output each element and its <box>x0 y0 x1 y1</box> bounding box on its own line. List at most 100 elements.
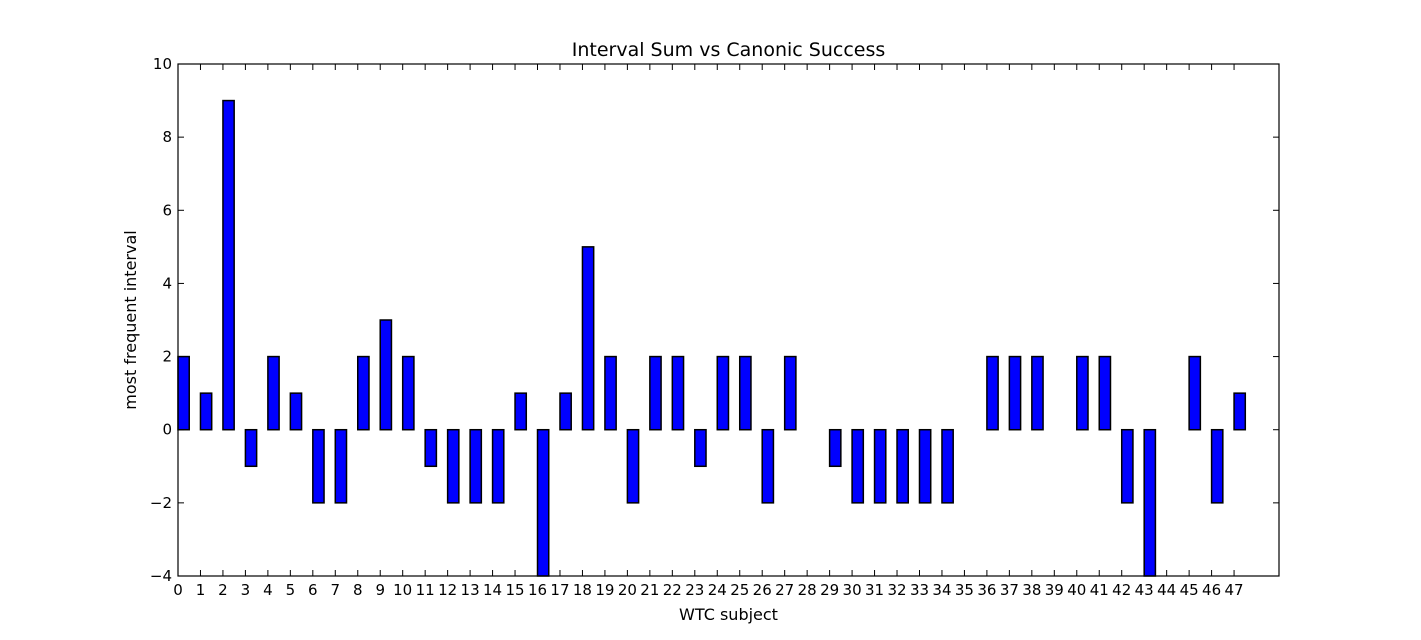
x-tick-label: 45 <box>1180 581 1199 599</box>
x-tick-label: 1 <box>196 581 206 599</box>
x-tick-label: 26 <box>753 581 772 599</box>
bar-10 <box>401 355 415 431</box>
x-tick-label: 15 <box>505 581 524 599</box>
bar-45 <box>1188 355 1202 431</box>
bar-22 <box>671 355 685 431</box>
x-tick-label: 47 <box>1225 581 1244 599</box>
x-tick-label: 32 <box>887 581 906 599</box>
x-tick-label: 9 <box>375 581 385 599</box>
bar-15 <box>514 392 528 431</box>
bar-26 <box>761 428 775 504</box>
bar-8 <box>357 355 370 431</box>
bars-group <box>177 99 1247 577</box>
bar-4 <box>267 355 280 431</box>
x-tick-label: 41 <box>1090 581 1109 599</box>
x-tick-label: 43 <box>1135 581 1154 599</box>
bar-42 <box>1120 428 1134 504</box>
bar-9 <box>379 319 393 431</box>
bar-24 <box>716 355 730 431</box>
bar-12 <box>446 428 460 504</box>
bar-21 <box>649 355 662 431</box>
x-tick-label: 19 <box>595 581 614 599</box>
bar-31 <box>873 428 887 504</box>
x-tick-label: 39 <box>1045 581 1064 599</box>
bar-46 <box>1210 428 1224 504</box>
x-tick-label: 24 <box>708 581 727 599</box>
x-tick-label: 14 <box>483 581 502 599</box>
x-tick-label: 29 <box>820 581 839 599</box>
x-tick-label: 44 <box>1157 581 1176 599</box>
bar-38 <box>1031 355 1044 431</box>
bar-30 <box>851 428 865 504</box>
bar-2 <box>222 99 235 431</box>
x-tick-label: 13 <box>461 581 480 599</box>
x-tick-label: 18 <box>573 581 592 599</box>
bar-23 <box>694 428 707 468</box>
x-tick-label: 38 <box>1022 581 1041 599</box>
bar-5 <box>289 392 303 431</box>
bar-18 <box>581 246 595 431</box>
bar-34 <box>941 428 954 504</box>
x-tick-label: 5 <box>286 581 296 599</box>
y-tick-label: 2 <box>162 348 172 366</box>
bar-43 <box>1143 428 1157 577</box>
bar-14 <box>491 428 505 504</box>
x-tick-label: 40 <box>1067 581 1086 599</box>
x-axis: 0 1 2 3 4 5 6 7 8 9 10 11 12 13 14 15 16 17 18 19 20 21 22 23 24… <box>173 64 1244 599</box>
x-tick-label: 6 <box>308 581 318 599</box>
bar-37 <box>1008 355 1022 431</box>
x-tick-label: 17 <box>550 581 569 599</box>
x-tick-label: 36 <box>977 581 996 599</box>
x-axis-label: WTC subject <box>679 605 778 624</box>
x-tick-label: 12 <box>438 581 457 599</box>
x-tick-label: 16 <box>528 581 547 599</box>
x-tick-label: 42 <box>1112 581 1131 599</box>
bar-33 <box>918 428 932 504</box>
bar-40 <box>1076 355 1089 431</box>
bar-3 <box>244 428 258 468</box>
x-tick-label: 30 <box>843 581 862 599</box>
plot-frame <box>177 63 1280 577</box>
x-tick-label: 11 <box>416 581 435 599</box>
bar-47 <box>1233 392 1247 431</box>
x-tick-label: 27 <box>775 581 794 599</box>
chart-title: Interval Sum vs Canonic Success <box>572 39 886 61</box>
x-tick-label: 4 <box>263 581 273 599</box>
y-axis-label: most frequent interval <box>121 230 140 409</box>
x-tick-label: 34 <box>932 581 951 599</box>
x-tick-label: 33 <box>910 581 929 599</box>
bar-0 <box>177 355 190 431</box>
bar-27 <box>783 355 797 431</box>
x-tick-label: 2 <box>218 581 228 599</box>
y-tick-label: 6 <box>162 201 172 219</box>
bar-6 <box>312 428 325 504</box>
x-tick-label: 0 <box>173 581 183 599</box>
x-tick-label: 22 <box>663 581 682 599</box>
x-tick-label: 28 <box>798 581 817 599</box>
x-tick-label: 23 <box>685 581 704 599</box>
y-tick-label: 0 <box>162 421 172 439</box>
bar-25 <box>738 355 752 431</box>
bar-32 <box>896 428 910 504</box>
x-tick-label: 31 <box>865 581 884 599</box>
x-tick-label: 3 <box>241 581 251 599</box>
y-tick-label: −4 <box>150 567 172 585</box>
y-tick-label: −2 <box>150 494 172 512</box>
bar-16 <box>536 428 550 577</box>
y-axis: −4 −2 0 2 4 6 8 10 <box>150 55 1279 585</box>
bar-11 <box>424 428 438 468</box>
x-tick-label: 20 <box>618 581 637 599</box>
x-tick-label: 37 <box>1000 581 1019 599</box>
bar-1 <box>199 392 213 431</box>
x-tick-label: 8 <box>353 581 363 599</box>
x-tick-label: 35 <box>955 581 974 599</box>
bar-19 <box>604 355 617 431</box>
x-tick-label: 7 <box>331 581 341 599</box>
bar-36 <box>986 355 999 431</box>
bar-13 <box>469 428 483 504</box>
bar-41 <box>1098 355 1112 431</box>
x-tick-label: 46 <box>1202 581 1221 599</box>
y-tick-label: 10 <box>153 55 172 73</box>
bar-20 <box>626 428 640 504</box>
bar-17 <box>559 392 572 431</box>
